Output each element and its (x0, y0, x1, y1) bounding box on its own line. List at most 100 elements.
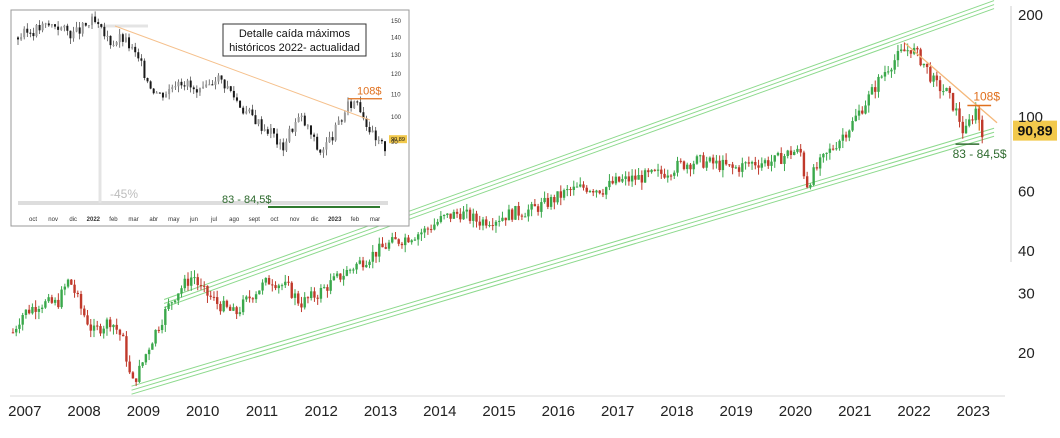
candle-body (945, 87, 948, 92)
candle-body (750, 161, 754, 164)
candle-body (339, 273, 342, 280)
candle-body (319, 288, 323, 299)
candle-body (404, 237, 407, 246)
inset-candle-body (115, 42, 118, 45)
candle-body (540, 202, 543, 212)
inset-candle-body (220, 75, 223, 80)
candle-body (523, 216, 527, 218)
candle-body (355, 263, 358, 270)
inset-candle-body (171, 87, 174, 89)
candle-body (802, 152, 806, 177)
candle-body (225, 300, 229, 307)
candle-body (870, 87, 874, 95)
candle-body (76, 292, 79, 295)
inset-candle-body (103, 26, 106, 37)
x-tick-label: 2017 (601, 403, 634, 420)
candle-body (549, 197, 553, 207)
candle-body (867, 94, 870, 106)
candle-body (961, 121, 964, 134)
candle-body (702, 155, 705, 168)
inset-candle-body (362, 112, 365, 119)
candle-body (313, 291, 316, 298)
candle-body (468, 209, 472, 221)
inset-x-tick-label: nov (48, 217, 58, 223)
candle-body (841, 134, 845, 141)
candle-body (274, 285, 277, 289)
candle-body (73, 284, 76, 293)
trend-channels (131, 0, 995, 395)
candle-body (728, 164, 731, 166)
candle-body (15, 328, 18, 333)
inset-resistance-label: 108$ (357, 86, 381, 98)
candle-body (215, 297, 219, 304)
candle-body (899, 49, 903, 52)
candle-body (724, 159, 728, 165)
inset-title-box (222, 23, 367, 57)
inset-candle-body (50, 24, 53, 26)
candle-body (504, 217, 507, 221)
candle-body (481, 219, 485, 226)
candle-body (290, 282, 293, 298)
candle-body (381, 243, 384, 248)
candle-body (394, 237, 397, 240)
candle-body (102, 328, 105, 334)
candle-body (948, 87, 951, 93)
inset-candle-body (260, 119, 263, 131)
candle-body (686, 164, 689, 170)
inset-candle-body (44, 23, 47, 25)
candle-body (53, 299, 57, 303)
candle-body (566, 189, 569, 191)
candle-body (115, 324, 118, 330)
candle-body (147, 349, 151, 355)
candle-body (209, 295, 212, 297)
candle-body (968, 119, 971, 126)
inset-candle-body (285, 141, 288, 151)
candle-body (851, 120, 854, 131)
inset-candle-body (128, 37, 131, 49)
candle-body (47, 297, 50, 302)
candle-body (666, 175, 669, 178)
candle-body (825, 152, 828, 154)
inset-candle-body (223, 79, 226, 89)
candle-body (695, 156, 699, 164)
candle-body (653, 169, 657, 171)
candle-body (449, 213, 452, 219)
candle-body (951, 92, 955, 111)
inset-y-tick-label: 140 (391, 35, 402, 41)
inset-candle-body (66, 25, 69, 31)
inset-candle-body (165, 94, 168, 98)
inset-candle-body (276, 133, 279, 145)
inset-candle-body (189, 80, 192, 88)
candle-body (89, 324, 92, 331)
candle-body (579, 184, 582, 187)
inset-x-tick-label: 2022 (87, 217, 101, 223)
candle-body (248, 296, 251, 299)
candle-body (164, 308, 167, 325)
candle-body (277, 285, 280, 289)
candle-body (128, 361, 131, 373)
candle-body (348, 269, 352, 271)
x-tick-label: 2023 (957, 403, 990, 420)
inset-y-tick-label: 90 (391, 140, 398, 146)
inset-candle-body (269, 128, 272, 134)
candle-body (37, 309, 41, 312)
candle-body (212, 296, 216, 298)
candle-body (844, 134, 848, 138)
candle-body (614, 176, 618, 184)
candle-body (70, 279, 73, 285)
inset-x-tick-label: mar (370, 217, 380, 223)
inset-candle-body (272, 128, 275, 134)
inset-y-axis: 150 140 130 120 110 100 90 (391, 19, 402, 146)
inset-candle-body (69, 30, 72, 39)
candle-body (789, 150, 793, 155)
candle-body (718, 160, 721, 171)
candle-body (598, 190, 601, 194)
inset-candle-body (168, 88, 171, 95)
candle-body (452, 211, 456, 219)
candle-body (371, 251, 374, 262)
candle-body (974, 108, 977, 121)
inset-title-line-1: Detalle caída máximos (239, 28, 351, 40)
inset-candle-body (106, 35, 109, 37)
candle-body (520, 215, 524, 217)
inset-plot-area: -45% (18, 24, 388, 205)
